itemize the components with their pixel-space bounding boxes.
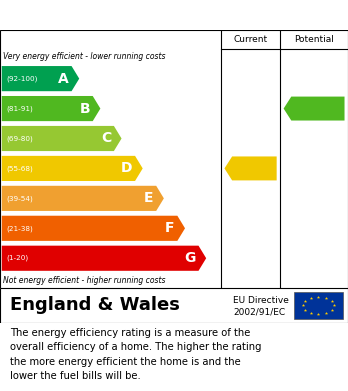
Text: F: F xyxy=(165,221,175,235)
Polygon shape xyxy=(2,156,143,181)
Text: (92-100): (92-100) xyxy=(6,75,37,82)
Text: 2002/91/EC: 2002/91/EC xyxy=(233,308,285,317)
Polygon shape xyxy=(2,66,79,91)
Text: D: D xyxy=(121,161,132,176)
Text: E: E xyxy=(144,191,153,205)
Text: (1-20): (1-20) xyxy=(6,255,28,262)
Text: B: B xyxy=(79,102,90,116)
Text: 59: 59 xyxy=(246,162,263,175)
Polygon shape xyxy=(284,97,345,120)
Text: Very energy efficient - lower running costs: Very energy efficient - lower running co… xyxy=(3,52,166,61)
Text: England & Wales: England & Wales xyxy=(10,296,180,314)
Bar xyxy=(294,292,343,319)
Text: Current: Current xyxy=(234,35,268,44)
Polygon shape xyxy=(2,186,164,211)
Text: G: G xyxy=(184,251,196,265)
Text: (69-80): (69-80) xyxy=(6,135,33,142)
Text: Not energy efficient - higher running costs: Not energy efficient - higher running co… xyxy=(3,276,166,285)
Text: (39-54): (39-54) xyxy=(6,195,33,202)
Text: 84: 84 xyxy=(309,102,326,115)
Polygon shape xyxy=(2,216,185,241)
Text: (81-91): (81-91) xyxy=(6,105,33,112)
Text: Energy Efficiency Rating: Energy Efficiency Rating xyxy=(10,7,231,23)
Polygon shape xyxy=(2,96,100,121)
Text: The energy efficiency rating is a measure of the
overall efficiency of a home. T: The energy efficiency rating is a measur… xyxy=(10,328,262,381)
Polygon shape xyxy=(224,156,277,180)
Text: (21-38): (21-38) xyxy=(6,225,33,231)
Text: C: C xyxy=(101,131,111,145)
Text: Potential: Potential xyxy=(294,35,334,44)
Text: EU Directive: EU Directive xyxy=(233,296,289,305)
Polygon shape xyxy=(2,246,206,271)
Polygon shape xyxy=(2,126,121,151)
Text: A: A xyxy=(58,72,69,86)
Text: (55-68): (55-68) xyxy=(6,165,33,172)
